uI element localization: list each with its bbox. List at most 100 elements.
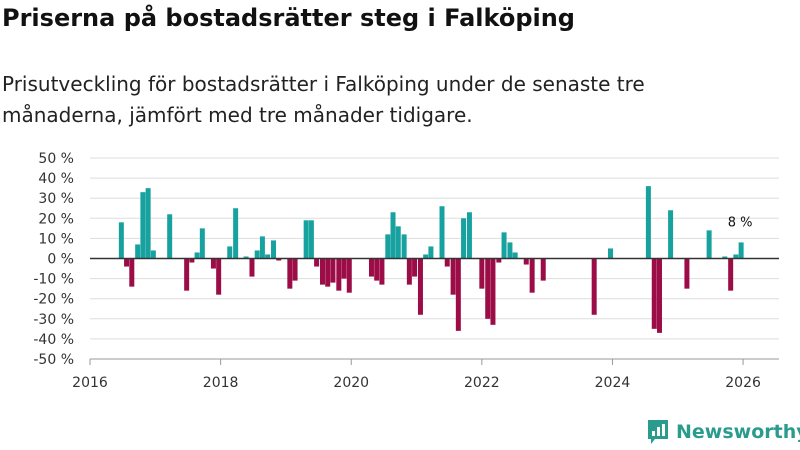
bar	[374, 258, 380, 281]
bar	[319, 258, 325, 285]
bar	[479, 258, 485, 289]
y-tick-label: -40 %	[33, 332, 74, 348]
x-tick-label: 2026	[725, 375, 761, 391]
bar	[523, 258, 529, 265]
bar	[271, 240, 277, 259]
y-tick-label: 0 %	[47, 252, 74, 268]
y-tick-label: -30 %	[33, 312, 74, 328]
bar	[199, 228, 205, 259]
bar	[412, 258, 418, 277]
bar	[423, 254, 429, 259]
bar	[292, 258, 298, 281]
bar	[529, 258, 535, 293]
bar	[645, 186, 651, 259]
bar	[325, 258, 331, 287]
bar	[428, 246, 434, 259]
bar	[346, 258, 352, 293]
bar	[540, 258, 546, 281]
bar	[444, 258, 450, 267]
bar	[303, 220, 309, 259]
newsworthy-brand: Newsworthy	[646, 419, 800, 445]
bar	[259, 236, 265, 259]
y-tick-label: -10 %	[33, 272, 74, 288]
bar	[379, 258, 385, 285]
bar	[455, 258, 461, 331]
bar	[124, 258, 130, 267]
bar	[461, 218, 467, 259]
x-tick-label: 2024	[595, 375, 631, 391]
bar	[118, 222, 124, 259]
bar	[668, 210, 674, 259]
bar	[722, 256, 728, 259]
x-axis: 2016 2018 2020 2022 2024 2026	[72, 358, 779, 391]
brand-name: Newsworthy	[676, 421, 800, 443]
bar	[308, 220, 314, 259]
bar	[210, 258, 216, 269]
bar	[184, 258, 190, 291]
y-tick-label: 50 %	[38, 151, 74, 167]
bar	[276, 258, 282, 261]
bar	[135, 244, 141, 259]
bar	[591, 258, 597, 315]
bar	[656, 258, 662, 333]
bar	[512, 252, 518, 259]
bar	[368, 258, 374, 277]
x-tick-label: 2018	[203, 375, 239, 391]
bar	[336, 258, 342, 291]
y-tick-label: 40 %	[38, 171, 74, 187]
bar	[233, 208, 239, 259]
bar	[287, 258, 293, 289]
y-tick-label: 20 %	[38, 211, 74, 227]
bar	[706, 230, 712, 259]
bar	[265, 254, 271, 259]
bar	[189, 258, 195, 263]
y-tick-label: -50 %	[33, 352, 74, 368]
bar	[466, 212, 472, 259]
bar	[167, 214, 173, 259]
bar	[145, 188, 151, 259]
bar	[485, 258, 491, 319]
bar	[129, 258, 135, 287]
bar	[140, 192, 146, 259]
y-axis-labels: 50 % 40 % 30 % 20 % 10 % 0 % -10 % -20 % -30 % -4…	[33, 151, 74, 368]
bar	[417, 258, 423, 315]
bar	[194, 252, 200, 259]
bar	[733, 254, 739, 259]
bar-chart: 50 % 40 % 30 % 20 % 10 % 0 % -10 % -20 % -30 % -4…	[33, 151, 779, 391]
bar	[243, 256, 249, 259]
bar	[395, 226, 401, 259]
bar	[150, 250, 156, 259]
bar	[254, 250, 260, 259]
bar	[507, 242, 513, 259]
newsworthy-logo-icon	[648, 420, 668, 444]
bar	[406, 258, 412, 285]
x-tick-label: 2016	[72, 375, 108, 391]
y-tick-label: 10 %	[38, 231, 74, 247]
x-tick-label: 2022	[464, 375, 500, 391]
bar	[249, 258, 255, 277]
y-tick-label: 30 %	[38, 191, 74, 207]
bar	[501, 232, 507, 259]
bar	[227, 246, 233, 259]
bar	[728, 258, 734, 291]
bar	[401, 234, 407, 259]
bar	[314, 258, 320, 267]
bar	[341, 258, 347, 279]
bar-series	[118, 186, 744, 333]
bar	[216, 258, 222, 295]
y-tick-label: -20 %	[33, 292, 74, 308]
bar	[385, 234, 391, 259]
bar	[608, 248, 614, 259]
chart-title: Priserna på bostadsrätter steg i Falköpi…	[2, 4, 575, 32]
bar	[684, 258, 690, 289]
bar	[490, 258, 496, 325]
latest-value-label: 8 %	[728, 215, 753, 230]
x-tick-label: 2020	[333, 375, 369, 391]
bar	[390, 212, 396, 259]
bar	[738, 242, 744, 259]
bar	[450, 258, 456, 295]
chart-subtitle: Prisutveckling för bostadsrätter i Falkö…	[2, 72, 645, 127]
bar	[651, 258, 657, 329]
bar	[496, 258, 502, 263]
bar	[330, 258, 336, 283]
